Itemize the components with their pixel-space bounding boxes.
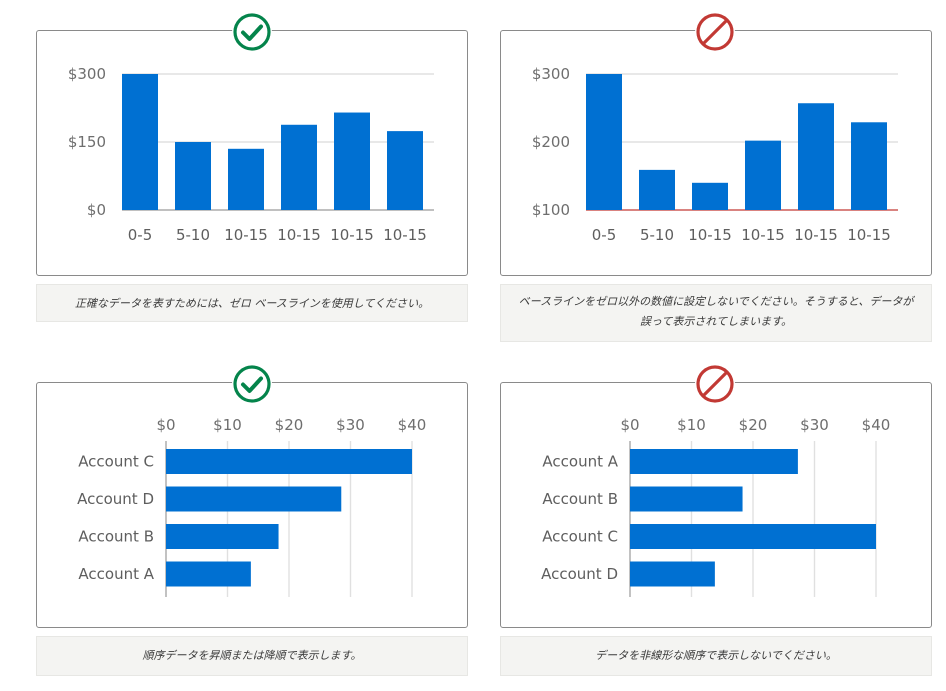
bar bbox=[798, 103, 834, 210]
y-category-label: Account D bbox=[77, 490, 154, 508]
bar bbox=[745, 140, 781, 210]
y-category-label: Account D bbox=[541, 565, 618, 583]
x-category-label: 10-15 bbox=[224, 226, 268, 244]
bar bbox=[630, 524, 876, 549]
bar bbox=[334, 112, 370, 210]
y-tick-label: $300 bbox=[68, 65, 106, 83]
chart-panel-top-right: $100 $200 $300 0-5 5-10 10-15 10-15 10-15 10-15 bbox=[500, 30, 932, 276]
bar bbox=[281, 124, 317, 210]
x-category-label: 10-15 bbox=[383, 226, 427, 244]
good-example-badge bbox=[232, 364, 272, 404]
bar bbox=[387, 131, 423, 210]
bar bbox=[630, 486, 743, 512]
column-chart-nonzero-baseline: $100 $200 $300 0-5 5-10 10-15 10-15 10-15 10-15 bbox=[532, 65, 898, 244]
caption-top-right: ベースラインをゼロ以外の数値に設定しないでください。そうすると、データが誤って表… bbox=[500, 284, 932, 342]
x-category-label: 5-10 bbox=[176, 226, 210, 244]
bar-chart-unordered: $0 $10 $20 $30 $40 Account A Account B Account … bbox=[541, 416, 891, 597]
caption-bottom-right: データを非線形な順序で表示しないでください。 bbox=[500, 636, 932, 676]
good-example-badge bbox=[232, 12, 272, 52]
bar bbox=[692, 182, 728, 210]
bar bbox=[122, 74, 158, 210]
y-tick-label: $200 bbox=[532, 133, 570, 151]
x-category-label: 5-10 bbox=[640, 226, 674, 244]
bar bbox=[175, 142, 211, 210]
x-tick-label: $40 bbox=[398, 416, 427, 434]
x-tick-label: $10 bbox=[677, 416, 706, 434]
y-tick-label: $100 bbox=[532, 201, 570, 219]
x-tick-label: $30 bbox=[800, 416, 829, 434]
column-chart-zero-baseline: $0 $150 $300 0-5 5-10 10-15 10-15 10-15 10-15 bbox=[68, 65, 434, 244]
x-category-label: 10-15 bbox=[330, 226, 374, 244]
bad-example-badge bbox=[695, 12, 735, 52]
checkmark-circle-icon bbox=[233, 365, 271, 403]
bar bbox=[851, 122, 887, 210]
checkmark-circle-icon bbox=[233, 13, 271, 51]
bar bbox=[166, 486, 342, 512]
y-category-label: Account B bbox=[542, 490, 618, 508]
bad-example-badge bbox=[695, 364, 735, 404]
x-category-label: 0-5 bbox=[128, 226, 153, 244]
x-tick-label: $0 bbox=[156, 416, 175, 434]
bar bbox=[639, 169, 675, 210]
x-category-label: 10-15 bbox=[794, 226, 838, 244]
y-category-label: Account A bbox=[78, 565, 154, 583]
bar bbox=[166, 524, 279, 549]
x-category-label: 10-15 bbox=[688, 226, 732, 244]
y-category-label: Account B bbox=[78, 528, 154, 546]
y-tick-label: $300 bbox=[532, 65, 570, 83]
y-category-label: Account A bbox=[542, 453, 618, 471]
y-category-label: Account C bbox=[542, 528, 618, 546]
x-tick-label: $20 bbox=[275, 416, 304, 434]
bar bbox=[228, 148, 264, 210]
x-category-label: 0-5 bbox=[592, 226, 617, 244]
x-category-label: 10-15 bbox=[277, 226, 321, 244]
x-tick-label: $20 bbox=[739, 416, 768, 434]
x-tick-label: $0 bbox=[620, 416, 639, 434]
bar bbox=[630, 449, 798, 474]
x-tick-label: $40 bbox=[862, 416, 891, 434]
caption-bottom-left: 順序データを昇順または降順で表示します。 bbox=[36, 636, 468, 676]
y-tick-label: $150 bbox=[68, 133, 106, 151]
bar bbox=[630, 561, 715, 587]
prohibited-icon bbox=[696, 365, 734, 403]
chart-panel-top-left: $0 $150 $300 0-5 5-10 10-15 10-15 10-15 10-15 bbox=[36, 30, 468, 276]
bar-chart-ordered: $0 $10 $20 $30 $40 Account C Account D Account … bbox=[77, 416, 427, 597]
x-tick-label: $30 bbox=[336, 416, 365, 434]
y-tick-label: $0 bbox=[87, 201, 106, 219]
bar bbox=[586, 74, 622, 210]
bar bbox=[166, 449, 412, 474]
x-tick-label: $10 bbox=[213, 416, 242, 434]
x-category-label: 10-15 bbox=[847, 226, 891, 244]
y-category-label: Account C bbox=[78, 453, 154, 471]
caption-top-left: 正確なデータを表すためには、ゼロ ベースラインを使用してください。 bbox=[36, 284, 468, 322]
chart-panel-bottom-left: $0 $10 $20 $30 $40 Account C Account D Account … bbox=[36, 382, 468, 628]
prohibited-icon bbox=[696, 13, 734, 51]
chart-panel-bottom-right: $0 $10 $20 $30 $40 Account A Account B Account … bbox=[500, 382, 932, 628]
x-category-label: 10-15 bbox=[741, 226, 785, 244]
bar bbox=[166, 561, 251, 587]
